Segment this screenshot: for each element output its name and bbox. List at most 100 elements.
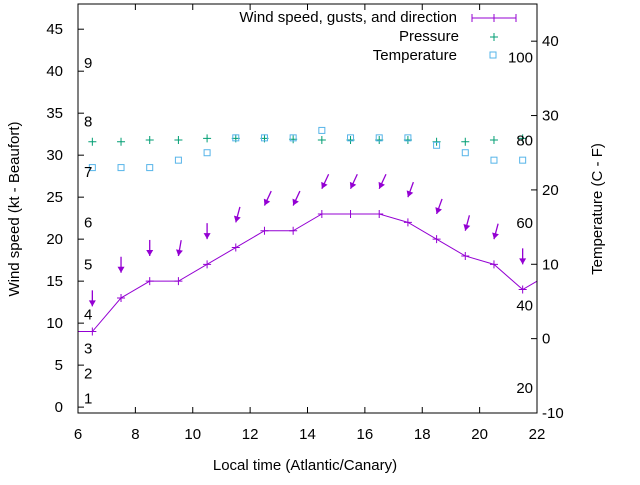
gust-arrow-head bbox=[233, 215, 241, 223]
y-tick-label: 35 bbox=[46, 105, 63, 122]
fahrenheit-label: 20 bbox=[516, 380, 533, 397]
plot-frame bbox=[77, 3, 538, 414]
wind-speed-line bbox=[78, 213, 538, 333]
y-tick-label: 10 bbox=[46, 315, 63, 332]
pressure-point bbox=[88, 137, 97, 146]
beaufort-label: 6 bbox=[84, 214, 92, 231]
y-tick-label: 0 bbox=[55, 399, 63, 416]
gust-arrow-head bbox=[406, 190, 414, 198]
temperature-point bbox=[232, 134, 240, 142]
x-tick-label: 14 bbox=[299, 426, 316, 443]
y-axis-label: Wind speed (kt - Beaufort) bbox=[6, 121, 23, 296]
beaufort-label: 1 bbox=[84, 391, 92, 408]
temperature-point bbox=[289, 134, 297, 142]
x-tick-label: 20 bbox=[471, 426, 488, 443]
fahrenheit-label: 80 bbox=[516, 132, 533, 149]
gust-direction-arrow bbox=[88, 290, 96, 307]
wind-speed-point bbox=[489, 260, 498, 269]
y-tick-label: 30 bbox=[46, 147, 63, 164]
wind-speed-point bbox=[174, 277, 183, 286]
gust-direction-arrow bbox=[146, 239, 154, 256]
legend: Wind speed, gusts, and direction Pressur… bbox=[239, 9, 517, 64]
gust-direction-arrow bbox=[519, 248, 527, 265]
gust-direction-arrow bbox=[321, 173, 330, 190]
gust-direction-arrow bbox=[406, 181, 414, 198]
wind-speed-point bbox=[203, 260, 212, 269]
gust-direction-arrow bbox=[263, 190, 272, 206]
temperature-point bbox=[519, 156, 527, 164]
gust-arrow-head bbox=[321, 181, 328, 189]
x-axis-label: Local time (Atlantic/Canary) bbox=[213, 457, 397, 474]
pressure-point bbox=[203, 134, 212, 143]
wind-speed-point bbox=[403, 218, 412, 227]
wind-speed-point bbox=[375, 209, 384, 218]
gust-arrow-head bbox=[203, 233, 211, 240]
pressure-point bbox=[174, 136, 183, 145]
gust-direction-arrow bbox=[463, 215, 471, 231]
beaufort-label: 8 bbox=[84, 114, 92, 131]
gust-direction-arrow bbox=[117, 256, 125, 273]
legend-swatch-pressure bbox=[490, 33, 498, 41]
temperature-point bbox=[375, 134, 383, 142]
fahrenheit-label: 60 bbox=[516, 215, 533, 232]
gust-arrow-head bbox=[492, 232, 499, 240]
temperature-point bbox=[347, 134, 355, 142]
beaufort-label: 5 bbox=[84, 256, 92, 273]
legend-swatch-wind bbox=[471, 14, 517, 22]
pressure-point bbox=[117, 137, 126, 146]
y2-tick-label: 20 bbox=[542, 182, 559, 199]
y2-tick-label: 40 bbox=[542, 33, 559, 50]
gust-arrow-head bbox=[117, 266, 125, 273]
gust-arrow-head bbox=[88, 300, 96, 307]
temperature-point bbox=[433, 141, 441, 149]
gust-arrow-head bbox=[378, 181, 385, 189]
wind-speed-point bbox=[432, 235, 441, 244]
wind-speed-point bbox=[145, 277, 154, 286]
x-tick-label: 10 bbox=[184, 426, 201, 443]
beaufort-label: 4 bbox=[84, 307, 92, 324]
y2-axis-label: Temperature (C - F) bbox=[589, 143, 606, 275]
temperature-point bbox=[490, 156, 498, 164]
axis-ticks: 6 8 10 12 14 16 18 20 22051015202530354045-10010… bbox=[46, 4, 564, 443]
y-tick-label: 5 bbox=[55, 357, 63, 374]
y2-tick-label: -10 bbox=[542, 405, 564, 422]
temperature-point bbox=[404, 134, 412, 142]
beaufort-label: 2 bbox=[84, 366, 92, 383]
fahrenheit-label: 40 bbox=[516, 298, 533, 315]
gust-direction-arrow bbox=[349, 173, 358, 190]
legend-label-temperature: Temperature bbox=[373, 47, 457, 64]
legend-label-wind: Wind speed, gusts, and direction bbox=[239, 9, 457, 26]
x-tick-label: 16 bbox=[357, 426, 374, 443]
temperature-point bbox=[203, 149, 211, 157]
wind-speed-point bbox=[117, 293, 126, 302]
pressure-point bbox=[461, 137, 470, 146]
y2-tick-label: 10 bbox=[542, 256, 559, 273]
temperature-point bbox=[318, 126, 326, 134]
temperature-point bbox=[260, 134, 268, 142]
y2-tick-label: 0 bbox=[542, 331, 550, 348]
x-tick-label: 22 bbox=[529, 426, 546, 443]
x-tick-label: 12 bbox=[242, 426, 259, 443]
gust-arrow-head bbox=[519, 258, 527, 265]
gust-arrow-head bbox=[146, 249, 154, 256]
fahrenheit-label: 100 bbox=[508, 50, 533, 67]
y-tick-label: 40 bbox=[46, 63, 63, 80]
legend-label-pressure: Pressure bbox=[399, 28, 459, 45]
y-tick-label: 45 bbox=[46, 21, 63, 38]
beaufort-label: 7 bbox=[84, 164, 92, 181]
temperature-point bbox=[146, 164, 154, 172]
pressure-point bbox=[145, 136, 154, 145]
gust-arrow-head bbox=[263, 198, 271, 206]
wind-speed-point bbox=[289, 226, 298, 235]
gust-arrow-head bbox=[176, 249, 183, 256]
temperature-point bbox=[461, 149, 469, 157]
x-tick-label: 8 bbox=[131, 426, 139, 443]
legend-swatch-temperature bbox=[489, 51, 497, 59]
temperature-point bbox=[88, 164, 96, 172]
pressure-point bbox=[317, 136, 326, 145]
beaufort-label: 3 bbox=[84, 340, 92, 357]
pressure-point bbox=[432, 137, 441, 146]
wind-speed-point bbox=[88, 327, 97, 336]
wind-speed-point bbox=[518, 285, 527, 294]
